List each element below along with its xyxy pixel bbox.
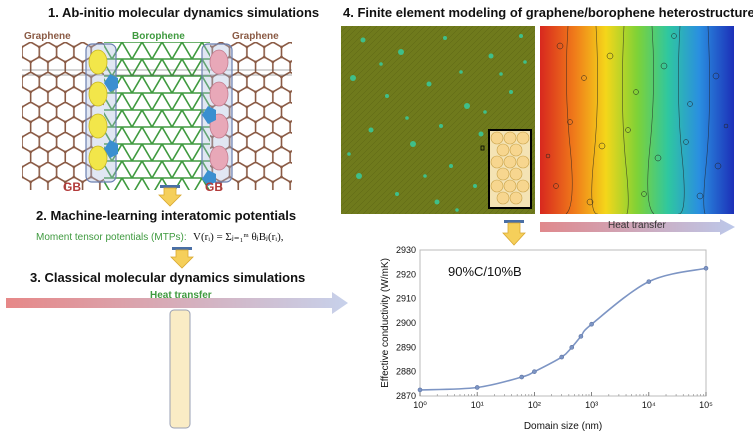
data-point bbox=[532, 369, 537, 374]
fem-temperature-panel bbox=[540, 26, 734, 214]
data-point bbox=[569, 345, 575, 350]
gb-label-left: GB bbox=[63, 180, 81, 194]
down-arrow-icon bbox=[170, 247, 194, 269]
mtp-equation: V(rᵢ) = Σⱼ₌₁ᵐ θⱼBⱼ(rᵢ), bbox=[193, 231, 284, 243]
heat-transfer-label-md: Heat transfer bbox=[150, 290, 212, 301]
gb-label-right: GB bbox=[205, 180, 223, 194]
borophene-label: Borophene bbox=[132, 31, 185, 42]
y-tick-label: 2880 bbox=[396, 367, 416, 377]
classical-md-structure bbox=[2, 292, 352, 432]
y-tick-label: 2890 bbox=[396, 342, 416, 352]
x-tick-label: 10² bbox=[528, 400, 541, 410]
gb-right-box bbox=[201, 43, 233, 183]
x-tick-label: 10⁰ bbox=[413, 400, 427, 410]
y-tick-label: 2910 bbox=[396, 294, 416, 304]
ab-initio-structure bbox=[22, 42, 292, 190]
x-tick-label: 10³ bbox=[585, 400, 598, 410]
y-tick-label: 2900 bbox=[396, 318, 416, 328]
panel4-title: 4. Finite element modeling of graphene/b… bbox=[343, 5, 753, 20]
mtp-subtitle: Moment tensor potentials (MTPs): bbox=[36, 232, 187, 243]
y-tick-label: 2870 bbox=[396, 391, 416, 401]
panel2-title: 2. Machine-learning interatomic potentia… bbox=[36, 208, 297, 223]
series-line bbox=[419, 267, 707, 391]
x-tick-label: 10¹ bbox=[471, 400, 484, 410]
panel3-title: 3. Classical molecular dynamics simulati… bbox=[30, 270, 306, 285]
panel1-title: 1. Ab-initio molecular dynamics simulati… bbox=[48, 5, 320, 20]
data-point bbox=[646, 279, 652, 284]
data-point bbox=[519, 374, 525, 380]
y-axis-label: Effective conductivity (W/mK) bbox=[380, 258, 391, 388]
heat-flow-arrow bbox=[6, 292, 348, 314]
y-tick-label: 2920 bbox=[396, 269, 416, 279]
down-arrow-icon bbox=[502, 220, 526, 246]
data-point bbox=[578, 334, 584, 339]
heat-transfer-label-fem: Heat transfer bbox=[608, 220, 666, 231]
plot-area bbox=[419, 249, 707, 397]
data-point bbox=[703, 265, 709, 271]
data-point bbox=[559, 354, 564, 360]
graphene-label-right: Graphene bbox=[232, 31, 279, 42]
chart-title: 90%C/10%B bbox=[448, 264, 522, 279]
conductivity-chart: 2870 2880 2890 2900 2910 2920 2930 10⁰ 10¹ 10² 10… bbox=[380, 245, 713, 432]
x-tick-label: 10⁵ bbox=[699, 400, 713, 410]
down-arrow-icon bbox=[158, 185, 182, 207]
x-tick-label: 10⁴ bbox=[642, 400, 656, 410]
data-point bbox=[417, 387, 423, 393]
y-tick-label: 2930 bbox=[396, 245, 416, 255]
data-point bbox=[589, 321, 594, 327]
data-point bbox=[474, 385, 480, 390]
graphene-label-left: Graphene bbox=[24, 31, 71, 42]
heat-transfer-arrow-fem bbox=[540, 219, 735, 235]
fem-mesh-panel bbox=[341, 26, 535, 214]
x-axis-label: Domain size (nm) bbox=[524, 421, 602, 432]
